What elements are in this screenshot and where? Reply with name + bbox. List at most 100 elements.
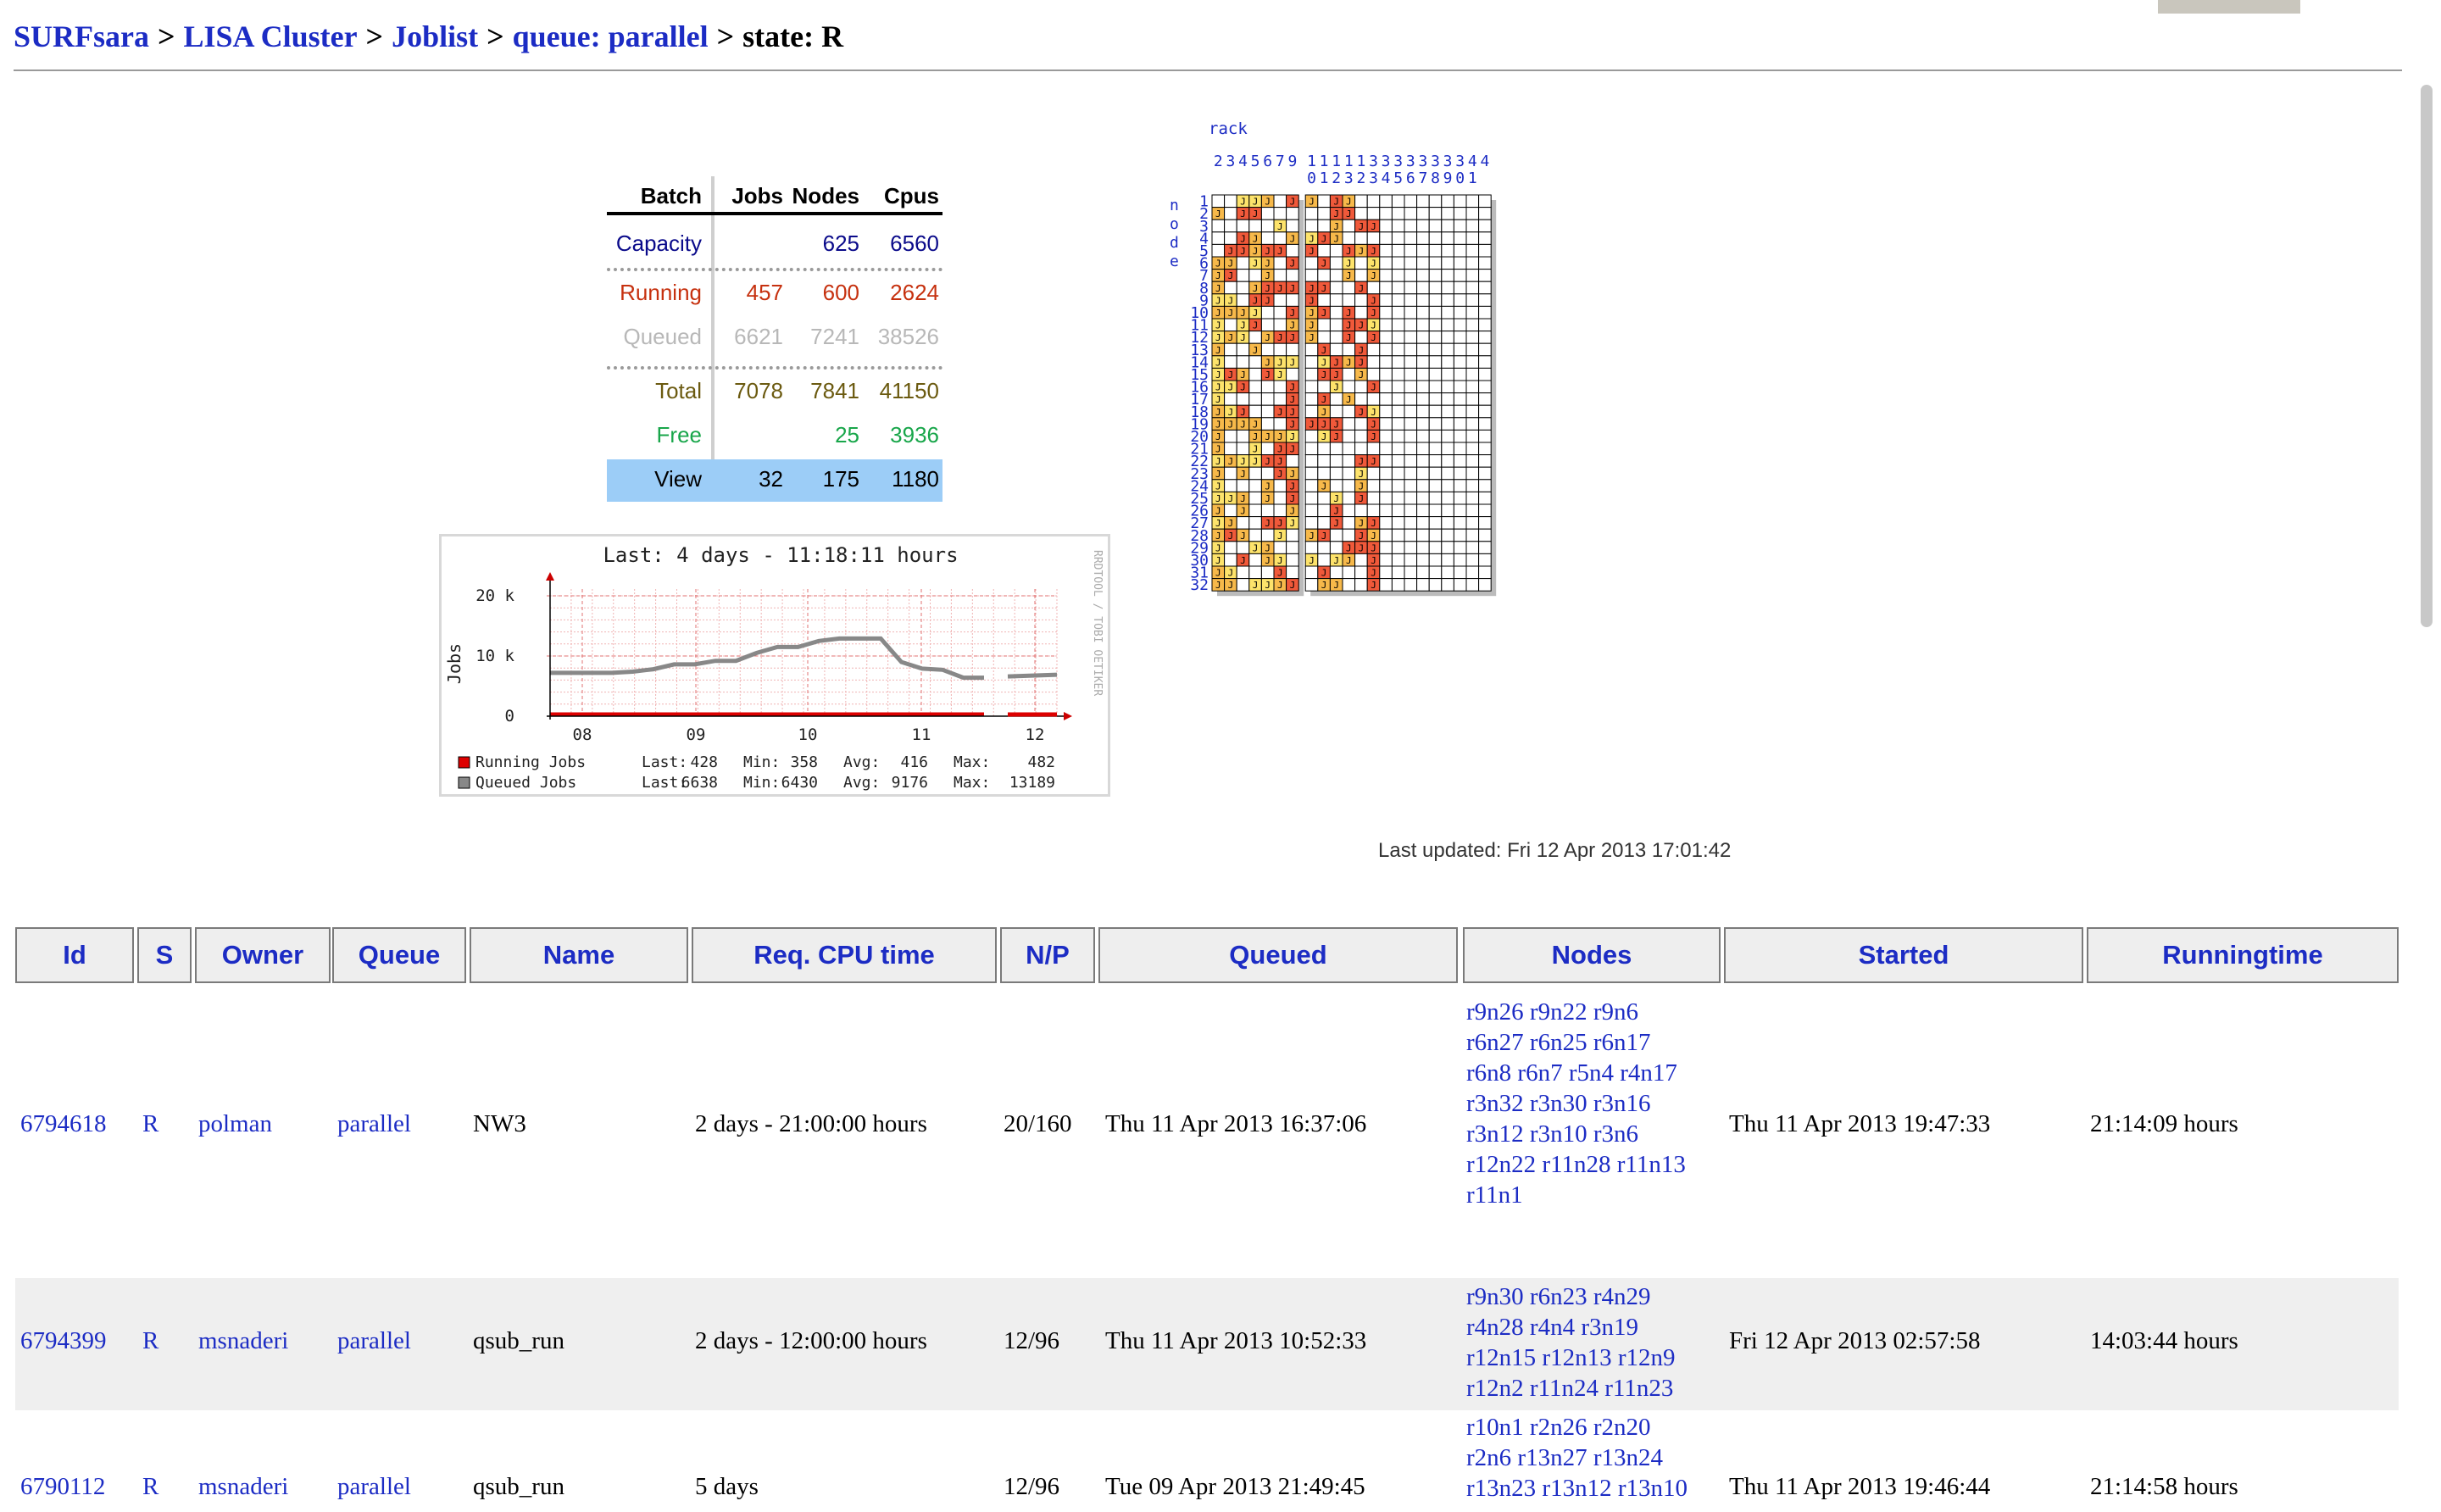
node-cell[interactable]: [1478, 367, 1492, 381]
node-cell[interactable]: [1416, 442, 1430, 456]
node-cell[interactable]: [1404, 429, 1418, 443]
rack-number[interactable]: 3: [1344, 170, 1354, 187]
column-header-started[interactable]: Started: [1724, 927, 2083, 983]
node-cell[interactable]: [1441, 367, 1454, 381]
node-cell[interactable]: [1478, 392, 1492, 406]
node-cell[interactable]: [1465, 293, 1480, 307]
node-cell[interactable]: [1342, 491, 1356, 505]
node-cell[interactable]: [1391, 207, 1405, 220]
node-cell[interactable]: [1428, 243, 1443, 258]
node-cell[interactable]: [1329, 479, 1343, 492]
node-cell[interactable]: [1453, 231, 1467, 245]
node-cell[interactable]: [1428, 466, 1443, 481]
node-cell[interactable]: [1273, 207, 1287, 220]
node-number[interactable]: 30: [1190, 552, 1209, 570]
node-cell[interactable]: [1453, 553, 1467, 567]
node-cell[interactable]: [1404, 269, 1418, 282]
node-number[interactable]: 15: [1190, 366, 1209, 384]
node-cell[interactable]: [1478, 466, 1492, 481]
node-cell[interactable]: [1478, 528, 1492, 542]
node-cell[interactable]: [1379, 243, 1393, 258]
node-number[interactable]: 16: [1190, 379, 1209, 397]
node-cell[interactable]: [1286, 219, 1299, 233]
node-cell[interactable]: [1441, 503, 1454, 518]
node-cell[interactable]: [1465, 392, 1480, 406]
node-cell[interactable]: [1441, 479, 1454, 492]
node-cell[interactable]: [1465, 479, 1480, 492]
node-cell[interactable]: [1342, 479, 1356, 492]
node-cell[interactable]: [1416, 231, 1430, 245]
node-cell[interactable]: [1416, 578, 1430, 592]
node-cell[interactable]: [1248, 479, 1262, 492]
node-cell[interactable]: [1428, 219, 1443, 233]
node-cell[interactable]: [1211, 243, 1226, 258]
node-cell[interactable]: [1273, 256, 1287, 270]
node-cell[interactable]: [1428, 231, 1443, 245]
node-cell[interactable]: [1260, 528, 1275, 542]
job-queue-link[interactable]: parallel: [337, 1327, 411, 1354]
rack-number[interactable]: 6: [1406, 170, 1415, 187]
node-cell[interactable]: [1478, 380, 1492, 394]
node-cell[interactable]: [1224, 541, 1237, 554]
node-cell[interactable]: [1260, 305, 1275, 320]
node-cell[interactable]: [1465, 442, 1480, 456]
node-cell[interactable]: [1248, 503, 1262, 518]
node-cell[interactable]: [1236, 442, 1250, 456]
node-number[interactable]: 11: [1190, 317, 1209, 335]
node-cell[interactable]: [1478, 256, 1492, 270]
node-cell[interactable]: [1465, 404, 1480, 419]
node-number[interactable]: 4: [1199, 230, 1209, 247]
column-header-state[interactable]: S: [137, 927, 192, 983]
node-cell[interactable]: [1248, 528, 1262, 542]
node-cell[interactable]: [1453, 417, 1467, 431]
node-cell[interactable]: [1441, 219, 1454, 233]
node-cell[interactable]: [1273, 503, 1287, 518]
node-cell[interactable]: [1404, 528, 1418, 542]
rack-number[interactable]: 3: [1369, 170, 1378, 187]
node-cell[interactable]: [1465, 269, 1480, 282]
rack-number[interactable]: 1: [1332, 153, 1341, 170]
job-id-link[interactable]: 6790112: [20, 1473, 106, 1500]
node-cell[interactable]: [1391, 541, 1405, 554]
node-cell[interactable]: [1453, 578, 1467, 592]
node-cell[interactable]: [1379, 305, 1393, 320]
node-cell[interactable]: [1404, 331, 1418, 344]
node-cell[interactable]: [1404, 355, 1418, 369]
node-cell[interactable]: [1329, 565, 1343, 580]
node-cell[interactable]: [1453, 281, 1467, 295]
node-cell[interactable]: [1236, 342, 1250, 357]
node-cell[interactable]: [1465, 429, 1480, 443]
node-cell[interactable]: [1304, 367, 1319, 381]
node-cell[interactable]: [1416, 528, 1430, 542]
node-cell[interactable]: [1354, 392, 1368, 406]
node-cell[interactable]: [1342, 565, 1356, 580]
node-cell[interactable]: [1379, 503, 1393, 518]
node-cell[interactable]: [1453, 454, 1467, 468]
node-cell[interactable]: [1428, 318, 1443, 332]
node-cell[interactable]: [1342, 231, 1356, 245]
node-cell[interactable]: [1416, 466, 1430, 481]
node-cell[interactable]: [1478, 454, 1492, 468]
node-cell[interactable]: [1260, 417, 1275, 431]
node-cell[interactable]: [1273, 318, 1287, 332]
node-cell[interactable]: [1273, 417, 1287, 431]
node-link[interactable]: r9n26 r9n22 r9n6: [1466, 998, 1638, 1026]
node-cell[interactable]: [1304, 404, 1319, 419]
node-cell[interactable]: [1317, 454, 1331, 468]
node-cell[interactable]: [1428, 380, 1443, 394]
node-cell[interactable]: [1379, 269, 1393, 282]
node-cell[interactable]: [1391, 503, 1405, 518]
node-cell[interactable]: [1478, 516, 1492, 530]
node-cell[interactable]: [1453, 293, 1467, 307]
rack-number[interactable]: 6: [1263, 153, 1272, 170]
node-cell[interactable]: [1465, 503, 1480, 518]
node-cell[interactable]: [1391, 305, 1405, 320]
node-cell[interactable]: [1465, 466, 1480, 481]
node-link[interactable]: r12n2 r11n24 r11n23: [1466, 1375, 1674, 1402]
node-link[interactable]: r10n1 r2n26 r2n20: [1466, 1414, 1651, 1441]
node-cell[interactable]: [1465, 243, 1480, 258]
node-cell[interactable]: [1478, 541, 1492, 554]
node-cell[interactable]: [1354, 194, 1368, 208]
node-number[interactable]: 14: [1190, 353, 1209, 371]
node-cell[interactable]: [1441, 516, 1454, 530]
